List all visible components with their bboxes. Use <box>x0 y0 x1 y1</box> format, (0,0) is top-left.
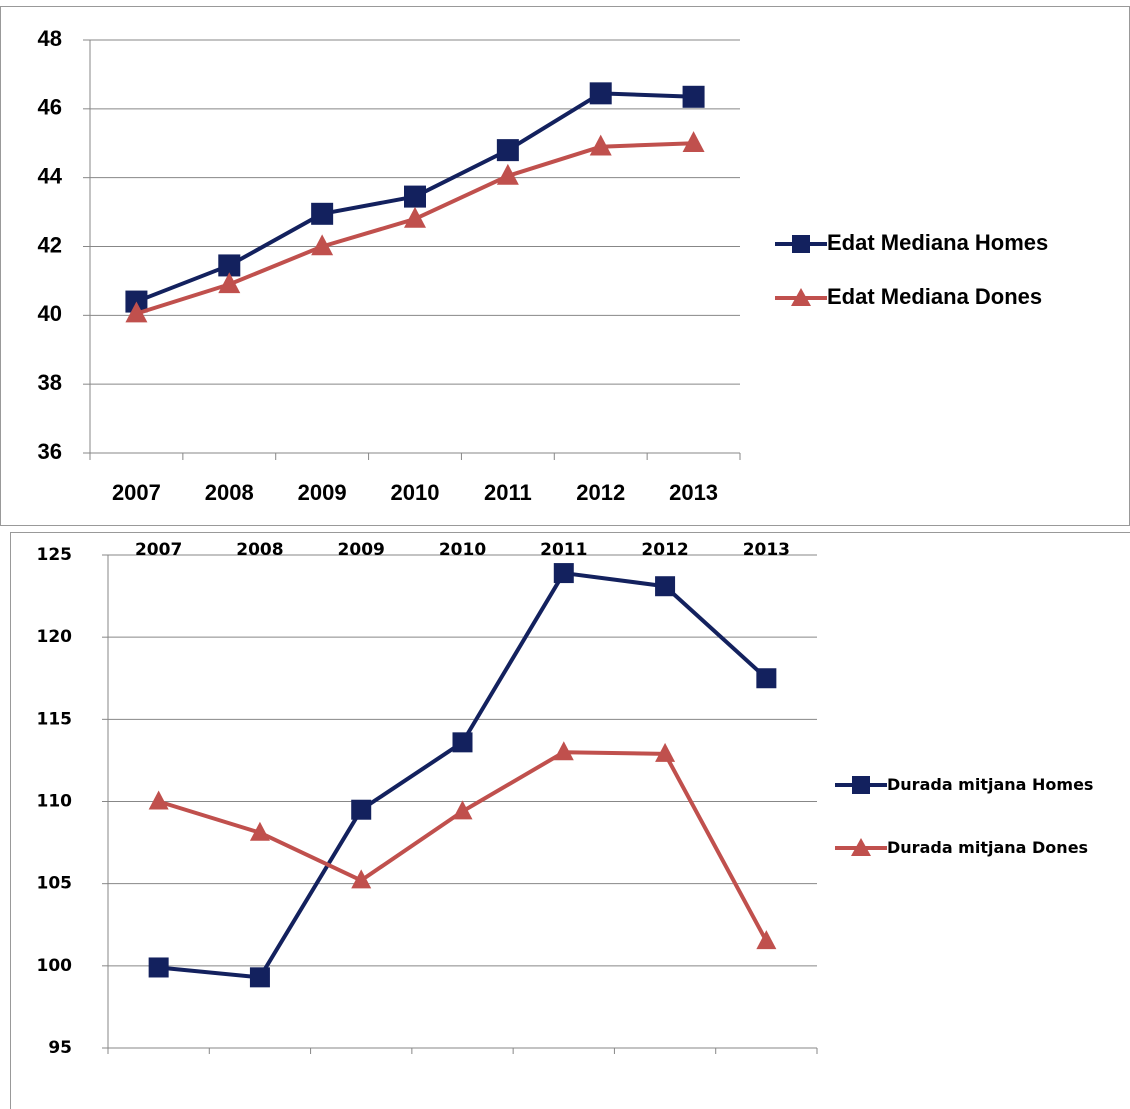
marker <box>655 742 676 762</box>
y-tick-label: 48 <box>38 26 62 51</box>
marker <box>148 790 169 810</box>
legend-label: Durada mitjana Homes <box>887 775 1094 794</box>
series-line <box>135 141 694 316</box>
legend-symbol <box>775 288 827 306</box>
y-tick-label: 40 <box>38 301 62 326</box>
marker <box>452 800 473 820</box>
marker <box>589 82 612 105</box>
y-tick-label: 105 <box>37 874 73 894</box>
marker <box>682 85 705 108</box>
x-tick-label: 2013 <box>743 540 790 560</box>
marker <box>404 185 426 208</box>
marker <box>553 563 574 584</box>
x-tick-label: 2008 <box>236 540 283 560</box>
marker <box>756 930 777 950</box>
x-tick-label: 2008 <box>205 480 254 505</box>
legend-item: Edat Mediana Dones <box>775 284 1125 312</box>
marker <box>404 206 426 228</box>
y-tick-label: 36 <box>38 439 62 464</box>
marker <box>351 799 372 820</box>
y-tick-label: 115 <box>37 709 73 729</box>
legend-symbol <box>835 838 887 856</box>
marker <box>218 254 241 277</box>
y-tick-label: 46 <box>38 95 62 120</box>
marker <box>496 139 519 162</box>
y-tick-label: 42 <box>38 232 62 257</box>
marker <box>452 732 473 753</box>
x-tick-label: 2012 <box>641 540 688 560</box>
x-tick-label: 2011 <box>484 480 532 505</box>
marker <box>218 272 241 294</box>
y-tick-label: 110 <box>37 792 73 812</box>
x-tick-label: 2010 <box>391 480 440 505</box>
legend-symbol <box>775 235 827 253</box>
marker <box>682 131 705 153</box>
frame <box>0 6 1130 526</box>
x-tick-label: 2009 <box>338 540 385 560</box>
chart-duration: 95 100 105 110 115 120 125 2007 2008 2009 2010 2011… <box>10 532 1130 1109</box>
marker <box>655 576 676 597</box>
x-tick-label: 2007 <box>135 540 182 560</box>
y-tick-label: 95 <box>48 1038 72 1058</box>
legend-item: Durada mitjana Homes <box>835 771 1115 799</box>
legend-label: Durada mitjana Dones <box>887 838 1089 857</box>
legend-symbol <box>835 776 887 794</box>
marker <box>311 202 334 225</box>
y-tick-label: 38 <box>38 370 62 395</box>
x-tick-label: 2007 <box>112 480 161 505</box>
series-line <box>158 750 769 943</box>
marker <box>756 668 777 689</box>
marker <box>589 134 612 156</box>
marker <box>249 967 270 988</box>
legend-item: Edat Mediana Homes <box>775 230 1125 258</box>
legend-item: Durada mitjana Dones <box>835 834 1115 862</box>
marker <box>496 163 519 185</box>
chart-age: 36 38 40 42 44 46 48 2007 2008 2009 2010 2011 2012 20… <box>0 6 1130 526</box>
legend-label: Edat Mediana Dones <box>827 284 1043 309</box>
marker <box>553 741 574 761</box>
y-tick-label: 125 <box>37 545 73 565</box>
y-tick-label: 100 <box>37 956 73 976</box>
x-tick-label: 2009 <box>298 480 347 505</box>
legend-label: Edat Mediana Homes <box>827 230 1049 255</box>
x-tick-label: 2010 <box>439 540 486 560</box>
y-tick-label: 120 <box>37 627 73 647</box>
marker <box>311 234 334 256</box>
marker <box>249 821 270 841</box>
x-tick-label: 2011 <box>540 540 587 560</box>
x-tick-label: 2012 <box>576 480 625 505</box>
x-tick-label: 2013 <box>669 480 718 505</box>
marker <box>148 957 169 978</box>
y-tick-label: 44 <box>38 163 63 188</box>
marker <box>125 301 148 323</box>
marker <box>351 869 372 889</box>
